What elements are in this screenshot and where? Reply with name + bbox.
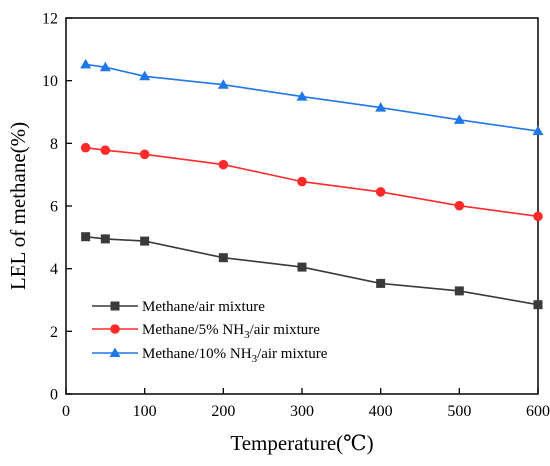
- series-line-1: [85, 146, 539, 218]
- data-point-0-4: [297, 262, 307, 272]
- data-point-2-4: [296, 91, 308, 101]
- legend-label-1-part-b: /air mixture: [250, 322, 321, 338]
- x-tick-label-3: 300: [290, 403, 314, 420]
- data-point-2-7: [532, 125, 544, 136]
- y-tick-label-3: 6: [50, 199, 58, 216]
- series-line-2: [85, 63, 539, 132]
- legend-entry-2: Methane/10% NH3/air mixture: [92, 346, 328, 365]
- x-tick-label-6: 600: [526, 403, 550, 420]
- y-tick-label-2: 4: [50, 261, 58, 278]
- series-1: [80, 142, 543, 222]
- legend-label-2: Methane/10% NH3/air mixture: [142, 346, 328, 365]
- data-point-0-6: [454, 286, 464, 296]
- x-tick-label-1: 100: [133, 403, 157, 420]
- x-axis-ticks: 0 100 200 300 400 500 600: [62, 388, 550, 420]
- legend-entry-0: Methane/air mixture: [92, 299, 265, 315]
- data-point-2-0: [80, 58, 92, 69]
- data-point-1-0: [80, 142, 91, 153]
- x-tick-label-0: 0: [62, 403, 70, 420]
- data-point-1-5: [375, 187, 386, 197]
- legend-label-1: Methane/5% NH3/air mixture: [142, 322, 320, 341]
- legend-entry-1: Methane/5% NH3/air mixture: [92, 322, 320, 341]
- data-point-2-1: [99, 61, 111, 72]
- data-point-2-6: [453, 114, 465, 124]
- data-point-0-2: [140, 236, 150, 246]
- y-tick-label-1: 2: [50, 324, 58, 341]
- series-line-0: [85, 235, 539, 306]
- legend-label-1-part-a: Methane/5% NH: [142, 322, 244, 338]
- x-tick-label-4: 400: [369, 403, 393, 420]
- data-point-1-4: [297, 176, 307, 187]
- y-tick-label-0: 0: [50, 387, 58, 404]
- data-point-1-3: [218, 159, 229, 170]
- data-point-0-3: [218, 253, 228, 263]
- data-point-1-7: [533, 211, 543, 222]
- y-axis-title: LEL of methane(%): [6, 122, 30, 290]
- data-point-1-2: [139, 149, 150, 160]
- legend-label-2-part-a: Methane/10% NH: [142, 346, 252, 362]
- series-layer: [80, 58, 544, 310]
- legend-label-0: Methane/air mixture: [142, 299, 265, 315]
- x-tick-label-2: 200: [211, 403, 235, 420]
- x-axis-title: Temperature(℃): [230, 431, 373, 455]
- y-tick-label-5: 10: [42, 73, 58, 90]
- y-tick-label-4: 8: [50, 136, 58, 153]
- series-2: [80, 58, 544, 136]
- data-point-2-5: [375, 102, 387, 112]
- data-point-2-2: [139, 70, 151, 81]
- legend-marker-2: [109, 347, 121, 357]
- data-point-1-1: [100, 145, 111, 156]
- data-point-0-1: [100, 234, 110, 244]
- legend-label-2-part-b: /air mixture: [257, 346, 328, 362]
- x-tick-label-5: 500: [447, 403, 471, 420]
- series-0: [81, 232, 543, 310]
- data-point-0-0: [81, 232, 91, 242]
- y-tick-label-6: 12: [42, 11, 58, 28]
- legend-marker-1: [110, 324, 120, 334]
- data-point-0-7: [533, 300, 543, 310]
- data-point-1-6: [454, 200, 465, 211]
- legend: Methane/air mixture Methane/5% NH3/air m…: [92, 299, 328, 365]
- data-point-0-5: [376, 278, 386, 288]
- legend-marker-0: [110, 301, 120, 311]
- y-axis-ticks: 0 2 4 6 8 10 12: [42, 11, 72, 404]
- legend-label-1-subscript: 3: [244, 329, 250, 341]
- legend-label-2-subscript: 3: [252, 353, 258, 365]
- data-point-2-3: [217, 79, 229, 89]
